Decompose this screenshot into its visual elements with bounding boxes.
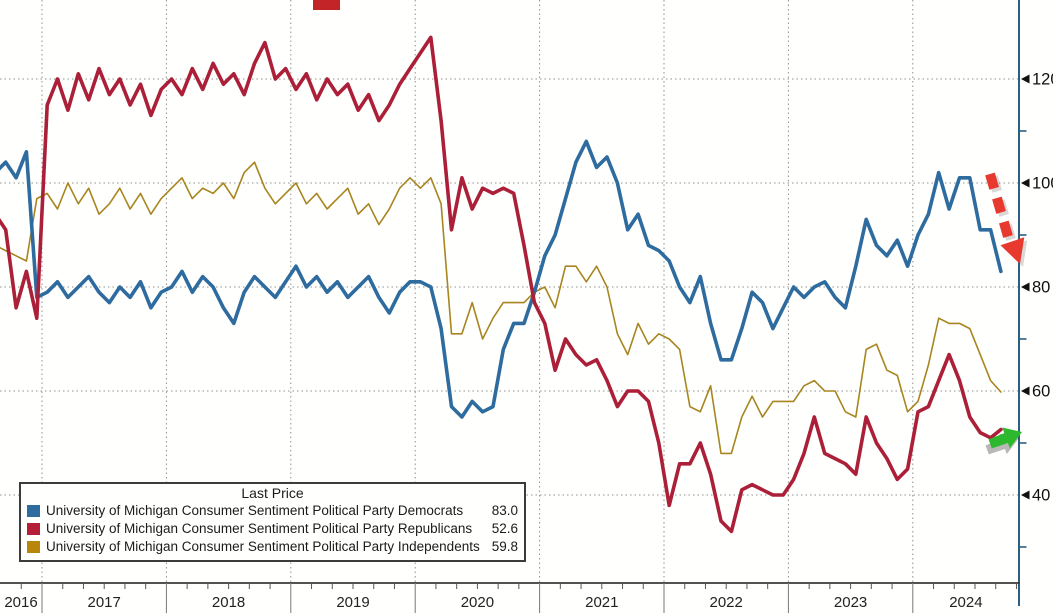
x-axis-year-label: 2023: [834, 594, 867, 611]
y-axis-label: 60: [1032, 383, 1050, 401]
y-axis-label: 80: [1032, 279, 1050, 297]
bottom-axis: 2016 2017 2018 2019 2020 2021 2022 2023 2024: [0, 582, 1020, 613]
axis-tick-arrow-icon: [1021, 490, 1030, 500]
right-axis: 120 100 80 60 40: [1018, 0, 1053, 606]
legend-rows: University of Michigan Consumer Sentimen…: [27, 502, 518, 556]
legend-item: University of Michigan Consumer Sentimen…: [27, 502, 518, 520]
legend-box: Last Price University of Michigan Consum…: [19, 482, 526, 562]
legend-item-value: 83.0: [491, 503, 518, 518]
y-axis-label: 40: [1032, 487, 1050, 505]
legend-item-value: 52.6: [491, 521, 518, 536]
up-trend-arrow-icon: [985, 427, 1022, 455]
x-axis-year-label: 2024: [949, 594, 982, 611]
axis-tick-arrow-icon: [1021, 282, 1030, 292]
legend-item-label: University of Michigan Consumer Sentimen…: [46, 503, 464, 518]
legend-item: University of Michigan Consumer Sentimen…: [27, 538, 518, 556]
x-axis-year-label: 2017: [88, 594, 121, 611]
independents-line: [0, 161, 1002, 455]
x-axis-year-label: 2019: [336, 594, 369, 611]
legend-item-value: 59.8: [491, 539, 518, 554]
democrats-line: [0, 139, 1003, 419]
y-axis-label: 120: [1032, 71, 1053, 89]
axis-tick-arrow-icon: [1021, 178, 1030, 188]
legend-swatch: [27, 505, 40, 517]
legend-item-label: University of Michigan Consumer Sentimen…: [46, 521, 473, 536]
legend-item-label: University of Michigan Consumer Sentimen…: [46, 539, 480, 554]
x-axis-year-label: 2021: [585, 594, 618, 611]
legend-swatch: [27, 541, 40, 553]
axis-tick-arrow-icon: [1021, 74, 1030, 84]
x-axis-year-label: 2016: [4, 594, 37, 611]
series-lines: [0, 35, 1003, 534]
x-axis-year-label: 2018: [212, 594, 245, 611]
legend-item: University of Michigan Consumer Sentimen…: [27, 520, 518, 538]
down-trend-arrow-icon: [985, 172, 1028, 267]
x-axis-year-label: 2022: [710, 594, 743, 611]
x-axis-year-label: 2020: [461, 594, 494, 611]
y-axis-label: 100: [1032, 175, 1053, 193]
legend-swatch: [27, 523, 40, 535]
republicans-line: [0, 35, 1003, 534]
toolbar-fragment-red-box: [313, 0, 340, 10]
axis-tick-arrow-icon: [1021, 386, 1030, 396]
legend-title: Last Price: [241, 485, 304, 501]
